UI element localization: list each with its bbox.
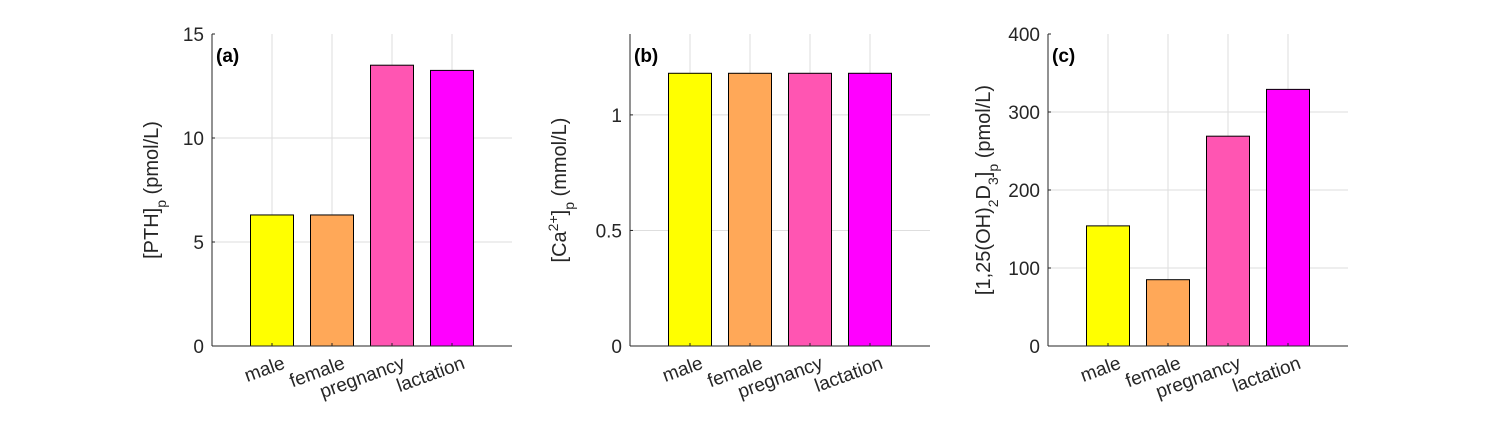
y-tick-label: 5 bbox=[193, 233, 204, 254]
bar-pregnancy bbox=[370, 64, 414, 347]
bar-female bbox=[310, 214, 354, 347]
x-tick-label: lactation bbox=[1230, 353, 1304, 397]
y-tick-label: 300 bbox=[1008, 103, 1040, 124]
y-tick-label: 400 bbox=[1008, 25, 1040, 46]
x-tick-label: lactation bbox=[394, 353, 468, 397]
bar-male bbox=[1086, 225, 1130, 347]
bar-male bbox=[668, 72, 712, 347]
y-tick-label: 15 bbox=[183, 25, 204, 46]
y-axis-label: [1,25(OH)2D3]p (pmol/L) bbox=[973, 85, 1001, 295]
bar-lactation bbox=[848, 72, 892, 347]
x-tick-label: male bbox=[242, 353, 288, 387]
x-tick-label: male bbox=[660, 353, 706, 387]
x-tick-label: male bbox=[1078, 353, 1124, 387]
bar-pregnancy bbox=[1206, 135, 1250, 347]
y-tick-label: 0 bbox=[193, 337, 204, 358]
bar-female bbox=[728, 72, 772, 347]
bar-male bbox=[250, 214, 294, 347]
panel-label: (a) bbox=[216, 46, 239, 67]
bar-lactation bbox=[1266, 88, 1310, 347]
panel-label: (b) bbox=[634, 46, 658, 67]
y-tick-label: 200 bbox=[1008, 181, 1040, 202]
bar-lactation bbox=[430, 69, 474, 347]
y-tick-label: 100 bbox=[1008, 259, 1040, 280]
bar-pregnancy bbox=[788, 72, 832, 347]
y-tick-label: 0 bbox=[611, 337, 622, 358]
bar-female bbox=[1146, 279, 1190, 347]
y-tick-label: 1 bbox=[611, 106, 622, 127]
y-tick-label: 0.5 bbox=[596, 221, 622, 242]
x-tick-label: lactation bbox=[812, 353, 886, 397]
y-axis-label: [Ca2+]p (mmol/L) bbox=[545, 118, 577, 263]
y-tick-label: 10 bbox=[183, 129, 204, 150]
panel-label: (c) bbox=[1052, 46, 1075, 67]
y-tick-label: 0 bbox=[1029, 337, 1040, 358]
y-axis-label: [PTH]p (pmol/L) bbox=[141, 121, 169, 259]
